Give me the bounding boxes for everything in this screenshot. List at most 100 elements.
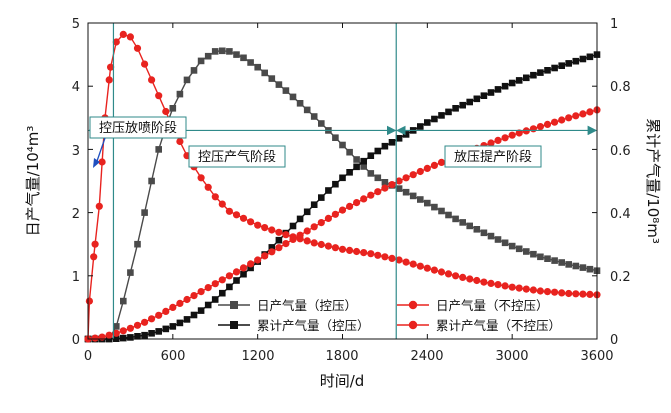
point-uncontrolled-cumulative-30 (296, 231, 304, 239)
point-controlled-cumulative-48 (424, 119, 431, 126)
point-controlled-daily-62 (523, 248, 530, 255)
point-uncontrolled-cumulative-12 (169, 303, 177, 311)
point-controlled-cumulative-47 (417, 123, 424, 130)
point-uncontrolled-daily-46 (374, 251, 382, 259)
legend-label-controlled-cumulative: 累计产气量（控压） (257, 318, 370, 333)
point-controlled-daily-38 (353, 156, 360, 163)
point-uncontrolled-daily-15 (155, 92, 163, 100)
point-uncontrolled-cumulative-16 (197, 288, 205, 296)
point-controlled-cumulative-60 (508, 79, 516, 87)
point-controlled-daily-29 (289, 93, 297, 101)
point-controlled-cumulative-21 (233, 277, 240, 284)
point-uncontrolled-cumulative-36 (338, 206, 347, 214)
point-uncontrolled-cumulative-27 (275, 244, 283, 252)
point-uncontrolled-daily-47 (381, 253, 389, 261)
point-controlled-cumulative-53 (459, 101, 466, 109)
point-uncontrolled-cumulative-28 (282, 240, 290, 248)
point-uncontrolled-cumulative-42 (381, 184, 389, 192)
point-controlled-daily-55 (473, 226, 481, 233)
point-controlled-cumulative-34 (325, 187, 332, 194)
stage-label-2-box: 控压产气阶段 (188, 145, 286, 168)
legend-label-uncontrolled-cumulative: 累计产气量（不控压） (436, 318, 561, 333)
point-controlled-daily-31 (303, 106, 311, 114)
point-controlled-cumulative-49 (431, 115, 438, 123)
point-controlled-cumulative-40 (367, 152, 375, 159)
point-uncontrolled-daily-31 (268, 226, 276, 234)
point-uncontrolled-daily-72 (558, 289, 566, 297)
point-controlled-cumulative-35 (332, 180, 339, 188)
point-controlled-cumulative-6 (127, 334, 134, 341)
point-controlled-cumulative-30 (296, 215, 304, 223)
point-controlled-daily-36 (339, 141, 346, 149)
point-controlled-daily-17 (204, 52, 212, 60)
series-uncontrolled-daily (84, 30, 601, 343)
point-uncontrolled-daily-14 (148, 76, 156, 84)
point-uncontrolled-daily-43 (353, 247, 361, 256)
point-controlled-cumulative-12 (169, 323, 177, 330)
point-uncontrolled-cumulative-44 (395, 177, 403, 185)
point-controlled-cumulative-69 (572, 57, 580, 65)
point-controlled-daily-49 (431, 203, 438, 211)
point-uncontrolled-daily-13 (141, 60, 149, 68)
point-controlled-cumulative-55 (473, 95, 481, 103)
point-uncontrolled-daily-61 (480, 278, 488, 286)
legend-item-uncontrolled-daily: 日产气量（不控压） (397, 298, 549, 313)
legend-marker-square-black (230, 321, 238, 329)
point-controlled-cumulative-37 (346, 169, 353, 176)
point-uncontrolled-cumulative-2 (98, 333, 106, 341)
point-controlled-cumulative-32 (310, 201, 318, 208)
point-uncontrolled-cumulative-39 (360, 195, 368, 203)
point-controlled-daily-59 (501, 239, 509, 247)
point-controlled-daily-8 (141, 209, 148, 216)
point-controlled-daily-50 (438, 207, 445, 215)
point-controlled-cumulative-56 (480, 92, 488, 99)
point-uncontrolled-daily-22 (204, 183, 212, 191)
point-uncontrolled-cumulative-65 (543, 120, 552, 128)
point-uncontrolled-daily-12 (133, 44, 142, 52)
point-controlled-cumulative-19 (219, 289, 226, 297)
point-controlled-daily-52 (452, 215, 459, 223)
point-uncontrolled-cumulative-58 (494, 136, 502, 144)
point-controlled-cumulative-14 (183, 316, 191, 323)
point-controlled-daily-53 (459, 219, 466, 226)
point-uncontrolled-daily-1 (85, 297, 93, 305)
point-controlled-cumulative-16 (197, 307, 205, 314)
point-controlled-daily-66 (551, 257, 558, 264)
point-uncontrolled-cumulative-3 (105, 331, 113, 339)
point-uncontrolled-cumulative-10 (155, 311, 163, 319)
y-left-tick-labels: 0 1 2 3 4 5 (72, 17, 80, 348)
point-controlled-daily-18 (211, 48, 219, 55)
point-controlled-daily-68 (565, 261, 572, 268)
point-controlled-cumulative-5 (120, 334, 127, 342)
point-uncontrolled-daily-25 (225, 207, 233, 215)
point-controlled-cumulative-52 (452, 105, 459, 112)
point-uncontrolled-daily-69 (536, 287, 545, 295)
point-controlled-cumulative-17 (204, 301, 212, 309)
stage-pointer-arrow (95, 137, 106, 165)
y-left-tick-label-3: 3 (72, 144, 80, 159)
point-uncontrolled-daily-64 (501, 282, 509, 290)
x-tick-label-0: 0 (84, 349, 92, 364)
point-controlled-daily-65 (544, 255, 551, 262)
point-uncontrolled-cumulative-32 (310, 223, 318, 231)
point-controlled-cumulative-57 (487, 89, 495, 96)
point-uncontrolled-cumulative-22 (239, 264, 248, 272)
point-uncontrolled-daily-70 (543, 288, 552, 296)
y-right-axis-title: 累计产气量/10⁸m³ (644, 118, 662, 244)
axis-layer (87, 22, 598, 340)
point-controlled-cumulative-64 (537, 69, 544, 76)
legend-item-uncontrolled-cumulative: 累计产气量（不控压） (397, 318, 561, 333)
point-controlled-daily-22 (240, 54, 247, 62)
point-uncontrolled-daily-36 (303, 237, 311, 245)
point-controlled-daily-46 (409, 192, 417, 200)
point-controlled-cumulative-29 (289, 222, 297, 230)
point-controlled-cumulative-18 (211, 296, 219, 303)
point-uncontrolled-cumulative-60 (508, 131, 516, 139)
point-controlled-daily-26 (268, 75, 276, 82)
point-uncontrolled-daily-48 (388, 254, 396, 262)
point-uncontrolled-daily-9 (112, 38, 120, 46)
point-controlled-cumulative-59 (501, 82, 509, 90)
legend-marker-circle-red-2 (408, 320, 418, 330)
point-controlled-daily-5 (120, 297, 127, 305)
point-uncontrolled-daily-59 (466, 275, 474, 283)
